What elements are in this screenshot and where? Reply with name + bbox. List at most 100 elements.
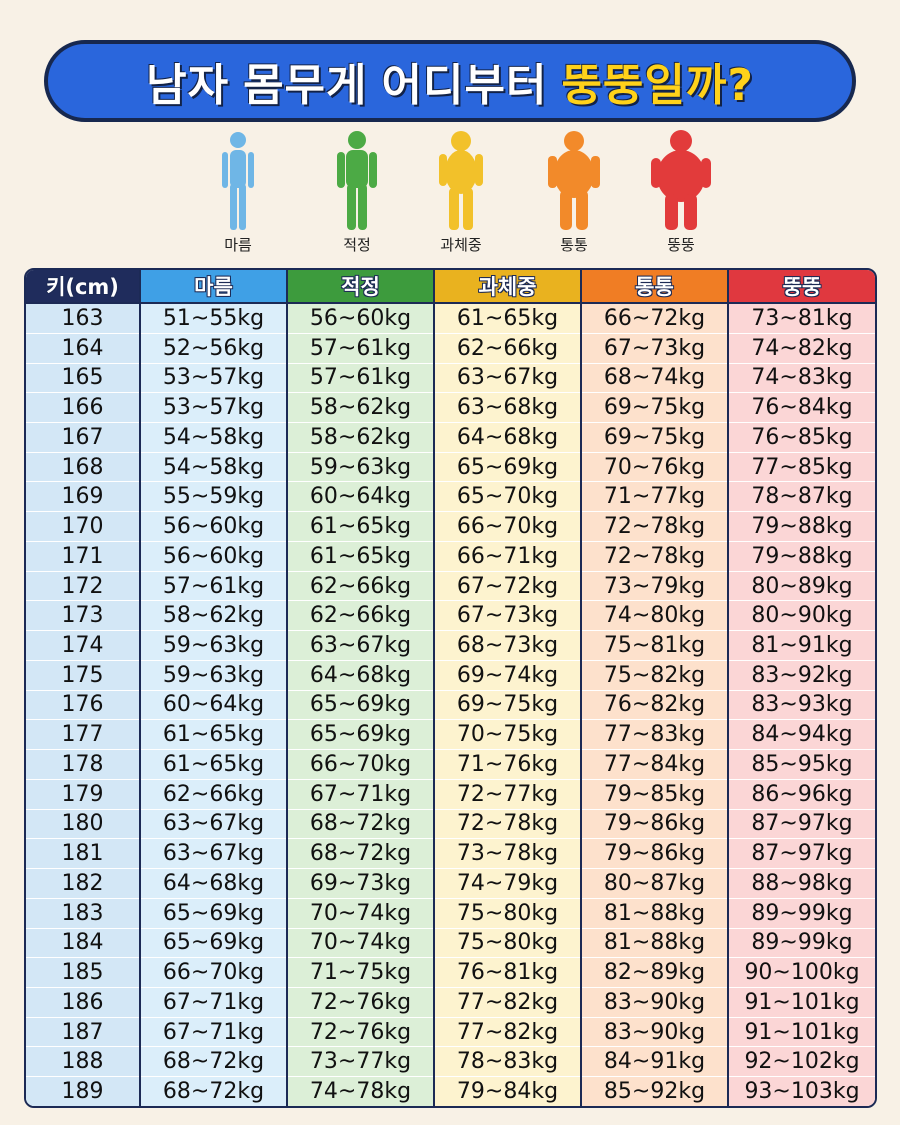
table-row: 166 53~57kg 58~62kg 63~68kg 69~75kg 76~84kg xyxy=(26,392,875,424)
cell-chubby: 76~82kg xyxy=(581,690,729,721)
cell-overweight: 65~69kg xyxy=(434,452,582,483)
cell-fat: 90~100kg xyxy=(728,957,875,988)
cell-chubby: 69~75kg xyxy=(581,392,729,424)
cell-chubby: 82~89kg xyxy=(581,957,729,988)
cell-chubby: 68~74kg xyxy=(581,363,729,394)
cell-height: 177 xyxy=(26,719,141,751)
cell-overweight: 61~65kg xyxy=(434,303,582,334)
cell-overweight: 77~82kg xyxy=(434,987,582,1018)
cell-fat: 84~94kg xyxy=(728,719,875,751)
table-row: 177 61~65kg 65~69kg 70~75kg 77~83kg 84~94kg xyxy=(26,719,875,751)
table-row: 167 54~58kg 58~62kg 64~68kg 69~75kg 76~85kg xyxy=(26,422,875,453)
table-row: 188 68~72kg 73~77kg 78~83kg 84~91kg 92~102kg xyxy=(26,1046,875,1078)
cell-fat: 81~91kg xyxy=(728,630,875,661)
cell-overweight: 67~72kg xyxy=(434,571,582,602)
cell-fat: 92~102kg xyxy=(728,1046,875,1078)
cell-overweight: 79~84kg xyxy=(434,1076,582,1106)
cell-overweight: 63~68kg xyxy=(434,392,582,424)
figure-chubby: 통통 xyxy=(524,130,624,255)
cell-height: 166 xyxy=(26,392,141,424)
cell-chubby: 74~80kg xyxy=(581,600,729,632)
cell-thin: 57~61kg xyxy=(140,571,288,602)
header-fat: 뚱뚱 xyxy=(728,270,875,304)
table-row: 172 57~61kg 62~66kg 67~72kg 73~79kg 80~89kg xyxy=(26,571,875,602)
cell-normal: 64~68kg xyxy=(287,660,435,691)
cell-fat: 78~87kg xyxy=(728,481,875,513)
cell-normal: 58~62kg xyxy=(287,422,435,453)
header-height: 키(cm) xyxy=(26,270,141,304)
cell-chubby: 80~87kg xyxy=(581,868,729,899)
figure-normal: 적정 xyxy=(307,130,407,255)
cell-chubby: 81~88kg xyxy=(581,928,729,959)
cell-overweight: 69~75kg xyxy=(434,690,582,721)
cell-thin: 66~70kg xyxy=(140,957,288,988)
cell-fat: 89~99kg xyxy=(728,898,875,929)
figure-label: 통통 xyxy=(560,236,588,254)
table-row: 163 51~55kg 56~60kg 61~65kg 66~72kg 73~81kg xyxy=(26,303,875,334)
cell-height: 164 xyxy=(26,333,141,364)
cell-normal: 56~60kg xyxy=(287,303,435,334)
cell-fat: 86~96kg xyxy=(728,779,875,810)
cell-overweight: 67~73kg xyxy=(434,600,582,632)
cell-normal: 65~69kg xyxy=(287,719,435,751)
cell-overweight: 75~80kg xyxy=(434,898,582,929)
cell-overweight: 75~80kg xyxy=(434,928,582,959)
cell-height: 168 xyxy=(26,452,141,483)
cell-chubby: 79~86kg xyxy=(581,838,729,870)
table-row: 173 58~62kg 62~66kg 67~73kg 74~80kg 80~90kg xyxy=(26,600,875,632)
cell-fat: 76~84kg xyxy=(728,392,875,424)
title-part-1: 남자 xyxy=(146,60,230,111)
fat-body-icon xyxy=(651,130,711,230)
cell-fat: 76~85kg xyxy=(728,422,875,453)
normal-body-icon xyxy=(337,131,377,230)
cell-chubby: 72~78kg xyxy=(581,511,729,542)
cell-normal: 61~65kg xyxy=(287,541,435,572)
cell-fat: 80~90kg xyxy=(728,600,875,632)
cell-chubby: 79~86kg xyxy=(581,809,729,840)
table-row: 170 56~60kg 61~65kg 66~70kg 72~78kg 79~88kg xyxy=(26,511,875,542)
cell-height: 167 xyxy=(26,422,141,453)
cell-chubby: 73~79kg xyxy=(581,571,729,602)
cell-fat: 73~81kg xyxy=(728,303,875,334)
cell-thin: 62~66kg xyxy=(140,779,288,810)
table-row: 174 59~63kg 63~67kg 68~73kg 75~81kg 81~91kg xyxy=(26,630,875,661)
cell-normal: 58~62kg xyxy=(287,392,435,424)
cell-height: 174 xyxy=(26,630,141,661)
cell-height: 181 xyxy=(26,838,141,870)
cell-fat: 77~85kg xyxy=(728,452,875,483)
cell-fat: 87~97kg xyxy=(728,838,875,870)
table-header-row: 키(cm) 마름 적정 과체중 통통 뚱뚱 xyxy=(26,270,875,304)
table-row: 185 66~70kg 71~75kg 76~81kg 82~89kg 90~100kg xyxy=(26,957,875,988)
cell-height: 183 xyxy=(26,898,141,929)
cell-chubby: 72~78kg xyxy=(581,541,729,572)
cell-normal: 66~70kg xyxy=(287,749,435,780)
cell-normal: 62~66kg xyxy=(287,600,435,632)
cell-overweight: 76~81kg xyxy=(434,957,582,988)
cell-fat: 93~103kg xyxy=(728,1076,875,1106)
cell-normal: 57~61kg xyxy=(287,333,435,364)
table-row: 169 55~59kg 60~64kg 65~70kg 71~77kg 78~87kg xyxy=(26,481,875,513)
cell-overweight: 66~70kg xyxy=(434,511,582,542)
table-row: 168 54~58kg 59~63kg 65~69kg 70~76kg 77~85kg xyxy=(26,452,875,483)
cell-normal: 57~61kg xyxy=(287,363,435,394)
cell-thin: 59~63kg xyxy=(140,630,288,661)
figure-label: 과체중 xyxy=(440,236,482,254)
cell-height: 170 xyxy=(26,511,141,542)
cell-normal: 71~75kg xyxy=(287,957,435,988)
cell-height: 188 xyxy=(26,1046,141,1078)
cell-overweight: 66~71kg xyxy=(434,541,582,572)
cell-fat: 79~88kg xyxy=(728,511,875,542)
figure-thin: 마름 xyxy=(188,130,288,255)
title-part-3: 어디부터 xyxy=(381,60,548,111)
cell-height: 169 xyxy=(26,481,141,513)
cell-height: 165 xyxy=(26,363,141,394)
cell-height: 189 xyxy=(26,1076,141,1106)
cell-height: 182 xyxy=(26,868,141,899)
cell-normal: 63~67kg xyxy=(287,630,435,661)
cell-thin: 63~67kg xyxy=(140,838,288,870)
cell-fat: 79~88kg xyxy=(728,541,875,572)
thin-body-icon xyxy=(222,132,254,230)
cell-height: 179 xyxy=(26,779,141,810)
cell-height: 187 xyxy=(26,1017,141,1048)
cell-thin: 53~57kg xyxy=(140,392,288,424)
